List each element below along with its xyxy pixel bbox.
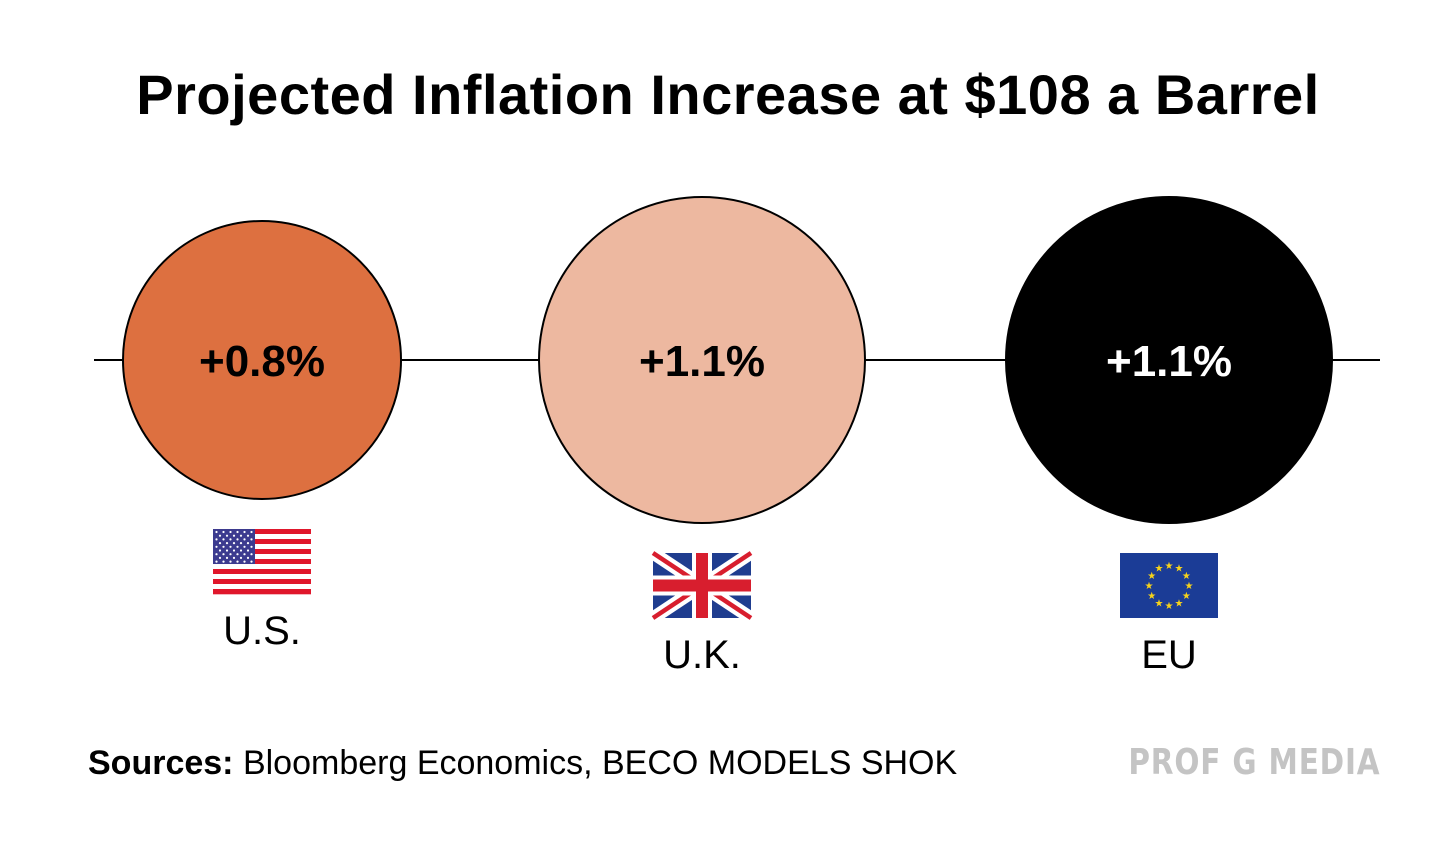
svg-text:★: ★	[1175, 564, 1184, 575]
svg-text:★: ★	[1155, 598, 1164, 609]
bubble-eu	[1005, 196, 1333, 524]
svg-text:★: ★	[1165, 601, 1174, 612]
country-label: U.S.	[223, 609, 301, 653]
svg-text:★: ★	[1182, 571, 1191, 582]
sources-label: Sources:	[88, 744, 234, 782]
svg-text:★: ★	[1145, 581, 1154, 592]
uk-flag-icon	[649, 547, 755, 624]
bubble-uk	[538, 196, 866, 524]
brand-logo: PROF G MEDIA	[1127, 742, 1380, 783]
bubble-group: +0.8%U.S.+1.1%U.K.+1.1%★ ★★★★★★★★★★★EU	[121, 196, 1333, 677]
chart-title: Projected Inflation Increase at $108 a B…	[136, 63, 1320, 126]
country-label: U.K.	[663, 633, 741, 677]
svg-text:★: ★	[1147, 571, 1156, 582]
value-label: +1.1%	[1106, 337, 1232, 386]
svg-text:★: ★	[1175, 598, 1184, 609]
svg-text:★: ★	[1182, 591, 1191, 602]
svg-text:★: ★	[1147, 591, 1156, 602]
sources-text: Bloomberg Economics, BECO MODELS SHOK	[233, 744, 958, 782]
svg-text:★: ★	[1155, 564, 1164, 575]
value-label: +1.1%	[639, 337, 765, 386]
eu-flag-icon: ★ ★★★★★★★★★★★	[1120, 553, 1218, 618]
svg-text:★: ★	[1165, 561, 1174, 572]
bubble-us	[121, 219, 403, 501]
svg-text:★: ★	[1185, 581, 1194, 592]
us-flag-icon	[213, 529, 311, 595]
country-label: EU	[1141, 633, 1197, 677]
sources-note: Sources: Bloomberg Economics, BECO MODEL…	[88, 744, 957, 783]
value-label: +0.8%	[199, 337, 325, 386]
